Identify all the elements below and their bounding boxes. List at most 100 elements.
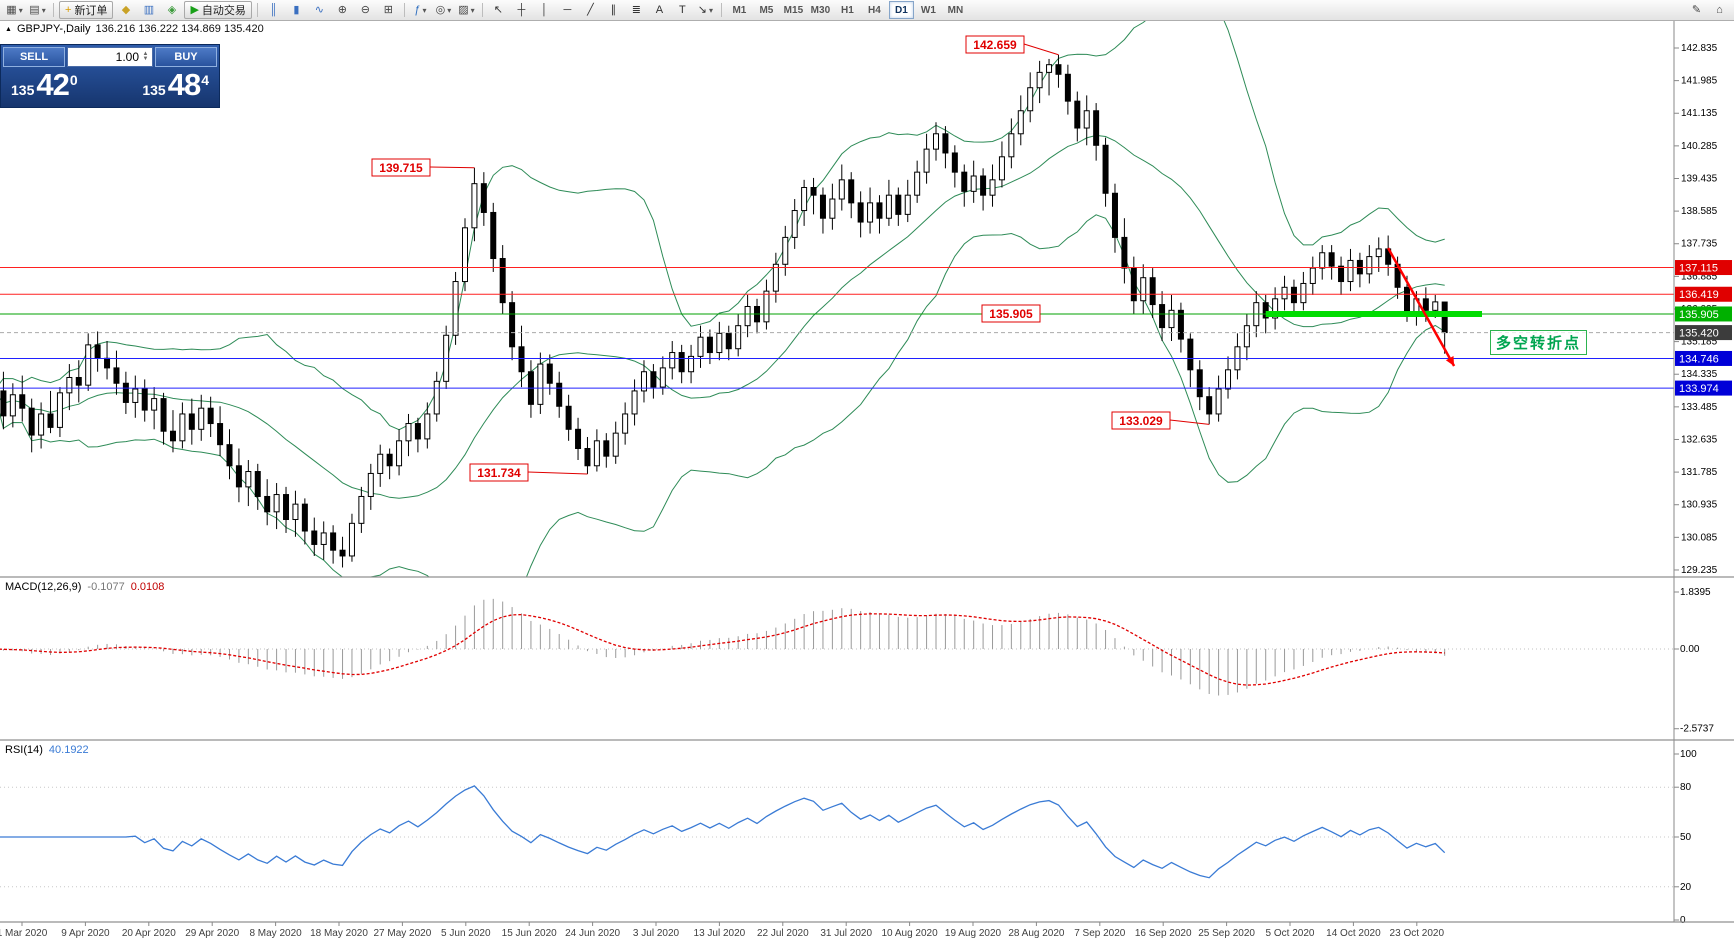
- quick-window-button[interactable]: ⌂: [1709, 2, 1730, 18]
- buy-button[interactable]: BUY: [155, 47, 217, 67]
- svg-text:0.00: 0.00: [1680, 644, 1700, 655]
- text-button[interactable]: A: [649, 2, 670, 18]
- rsi-line: [0, 785, 1446, 879]
- zoom-in-button[interactable]: ⊕: [332, 2, 353, 18]
- bar-chart-button[interactable]: ║: [263, 2, 284, 18]
- annotation-turning-point[interactable]: 多空转折点: [1490, 330, 1588, 355]
- svg-text:142.835: 142.835: [1681, 43, 1718, 54]
- objects-list-button[interactable]: ◎ ▾: [433, 2, 454, 18]
- market-watch-button[interactable]: ▥: [138, 2, 159, 18]
- volume-field[interactable]: 1.00 ▲ ▼: [67, 47, 153, 67]
- dropdown-arrow-icon[interactable]: ▾: [422, 5, 427, 15]
- chart-collapse-icon[interactable]: ▲: [5, 25, 12, 33]
- timeframe-H1[interactable]: H1: [841, 4, 854, 16]
- vertical-line-button[interactable]: │: [534, 2, 555, 18]
- volume-value[interactable]: 1.00: [115, 50, 139, 64]
- volume-spinner[interactable]: ▲ ▼: [140, 48, 151, 66]
- price-tag: [1675, 286, 1732, 302]
- svg-text:50: 50: [1680, 832, 1692, 843]
- svg-text:29 Apr 2020: 29 Apr 2020: [185, 928, 239, 939]
- timeframe-M1[interactable]: M1: [732, 4, 747, 16]
- svg-text:136.885: 136.885: [1681, 271, 1718, 282]
- svg-text:10 Aug 2020: 10 Aug 2020: [882, 928, 939, 939]
- svg-text:100: 100: [1680, 749, 1697, 760]
- price-callout[interactable]: [965, 35, 1025, 54]
- svg-text:131.785: 131.785: [1681, 467, 1718, 478]
- timeframe-M30[interactable]: M30: [810, 4, 831, 16]
- svg-text:1.8395: 1.8395: [1680, 587, 1711, 598]
- timeframe-M15[interactable]: M15: [783, 4, 804, 16]
- candlestick-chart-icon: ▮: [293, 3, 300, 16]
- svg-text:133.974: 133.974: [1679, 383, 1719, 395]
- timeframe-H4[interactable]: H4: [868, 4, 881, 16]
- fibonacci-button[interactable]: ≣: [626, 2, 647, 18]
- volume-down-icon[interactable]: ▼: [142, 56, 149, 62]
- crosshair-button[interactable]: ┼: [511, 2, 532, 18]
- tile-windows-button[interactable]: ⊞: [378, 2, 399, 18]
- buy-price[interactable]: 135 48 4: [142, 69, 209, 105]
- market-watch-icon: ▥: [143, 3, 155, 16]
- price-callout[interactable]: [469, 463, 529, 482]
- zoom-out-button[interactable]: ⊖: [355, 2, 376, 18]
- new-order-icon: +: [65, 3, 72, 16]
- dropdown-arrow-icon[interactable]: ▾: [470, 5, 475, 15]
- quick-draw-button[interactable]: ✎: [1686, 2, 1707, 18]
- dropdown-arrow-icon[interactable]: ▾: [18, 5, 23, 15]
- bar-chart-icon: ║: [269, 3, 278, 16]
- sell-button[interactable]: SELL: [3, 47, 65, 67]
- rsi-value: 40.1922: [48, 744, 89, 756]
- line-chart-button[interactable]: ∿: [309, 2, 330, 18]
- macd-panel: [0, 598, 1674, 696]
- dropdown-arrow-icon[interactable]: ▾: [41, 5, 46, 15]
- svg-text:9 Apr 2020: 9 Apr 2020: [61, 928, 110, 939]
- timeframe-M5[interactable]: M5: [759, 4, 774, 16]
- objects-list-icon: ◎: [435, 3, 446, 16]
- text-icon: A: [655, 3, 664, 16]
- price-callout[interactable]: [981, 304, 1041, 323]
- svg-text:0: 0: [1680, 915, 1686, 926]
- profiles-button[interactable]: ▤ ▾: [27, 2, 48, 18]
- svg-text:20: 20: [1680, 882, 1692, 893]
- candlestick-chart-button[interactable]: ▮: [286, 2, 307, 18]
- navigator-button[interactable]: ◈: [161, 2, 182, 18]
- svg-text:25 Sep 2020: 25 Sep 2020: [1198, 928, 1255, 939]
- svg-text:141.985: 141.985: [1681, 76, 1718, 87]
- timeframe-D1[interactable]: D1: [888, 1, 914, 19]
- svg-text:31 Jul 2020: 31 Jul 2020: [820, 928, 872, 939]
- label-button[interactable]: T: [672, 2, 693, 18]
- volume-up-icon[interactable]: ▲: [142, 51, 149, 57]
- svg-text:135.420: 135.420: [1679, 328, 1719, 340]
- price-callout[interactable]: [1111, 411, 1171, 430]
- timeframe-W1[interactable]: W1: [920, 4, 936, 16]
- indicators-button[interactable]: ƒ ▾: [410, 2, 431, 18]
- timeframe-MN[interactable]: MN: [947, 4, 964, 16]
- templates-icon: ▨: [458, 3, 469, 16]
- dropdown-arrow-icon[interactable]: ▾: [447, 5, 452, 15]
- arrows-button[interactable]: ↘ ▾: [695, 2, 716, 18]
- price-tag: [1675, 350, 1732, 366]
- channel-button[interactable]: ∥: [603, 2, 624, 18]
- new-chart-button[interactable]: ▦ ▾: [4, 2, 25, 18]
- svg-text:15 Jun 2020: 15 Jun 2020: [502, 928, 557, 939]
- metaeditor-button[interactable]: ◆: [115, 2, 136, 18]
- trendline-button[interactable]: ╱: [580, 2, 601, 18]
- autotrade-button[interactable]: ▶ 自动交易: [184, 1, 252, 19]
- horizontal-line-button[interactable]: ─: [557, 2, 578, 18]
- macd-header: MACD(12,26,9) -0.1077 0.0108: [5, 581, 164, 593]
- zoom-in-icon: ⊕: [337, 3, 348, 16]
- svg-text:5 Oct 2020: 5 Oct 2020: [1266, 928, 1315, 939]
- sell-price[interactable]: 135 42 0: [11, 69, 78, 105]
- dropdown-arrow-icon[interactable]: ▾: [709, 5, 714, 15]
- svg-text:13 Jul 2020: 13 Jul 2020: [694, 928, 746, 939]
- autotrade-button-label: 自动交易: [201, 5, 246, 17]
- svg-text:133.029: 133.029: [1119, 414, 1163, 428]
- templates-button[interactable]: ▨ ▾: [456, 2, 477, 18]
- cursor-button[interactable]: ↖: [488, 2, 509, 18]
- new-order-button[interactable]: + 新订单: [59, 1, 114, 19]
- chart-title: ▲ GBPJPY-,Daily 136.216 136.222 134.869 …: [5, 23, 264, 35]
- trend-arrow[interactable]: [1387, 247, 1456, 367]
- svg-text:-2.5737: -2.5737: [1680, 724, 1714, 735]
- price-callout[interactable]: [371, 158, 431, 177]
- cursor-icon: ↖: [493, 3, 504, 16]
